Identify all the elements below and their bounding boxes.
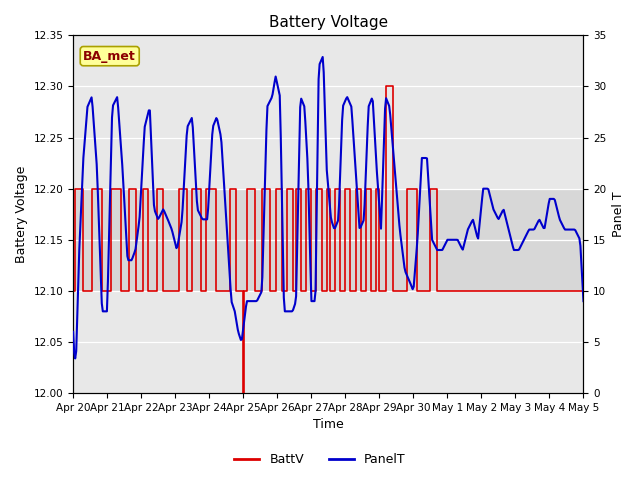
Y-axis label: Battery Voltage: Battery Voltage <box>15 166 28 263</box>
Legend: BattV, PanelT: BattV, PanelT <box>229 448 411 471</box>
Bar <box>73 189 584 291</box>
Y-axis label: Panel T: Panel T <box>612 192 625 237</box>
X-axis label: Time: Time <box>313 419 344 432</box>
Text: BA_met: BA_met <box>83 49 136 63</box>
Title: Battery Voltage: Battery Voltage <box>269 15 388 30</box>
